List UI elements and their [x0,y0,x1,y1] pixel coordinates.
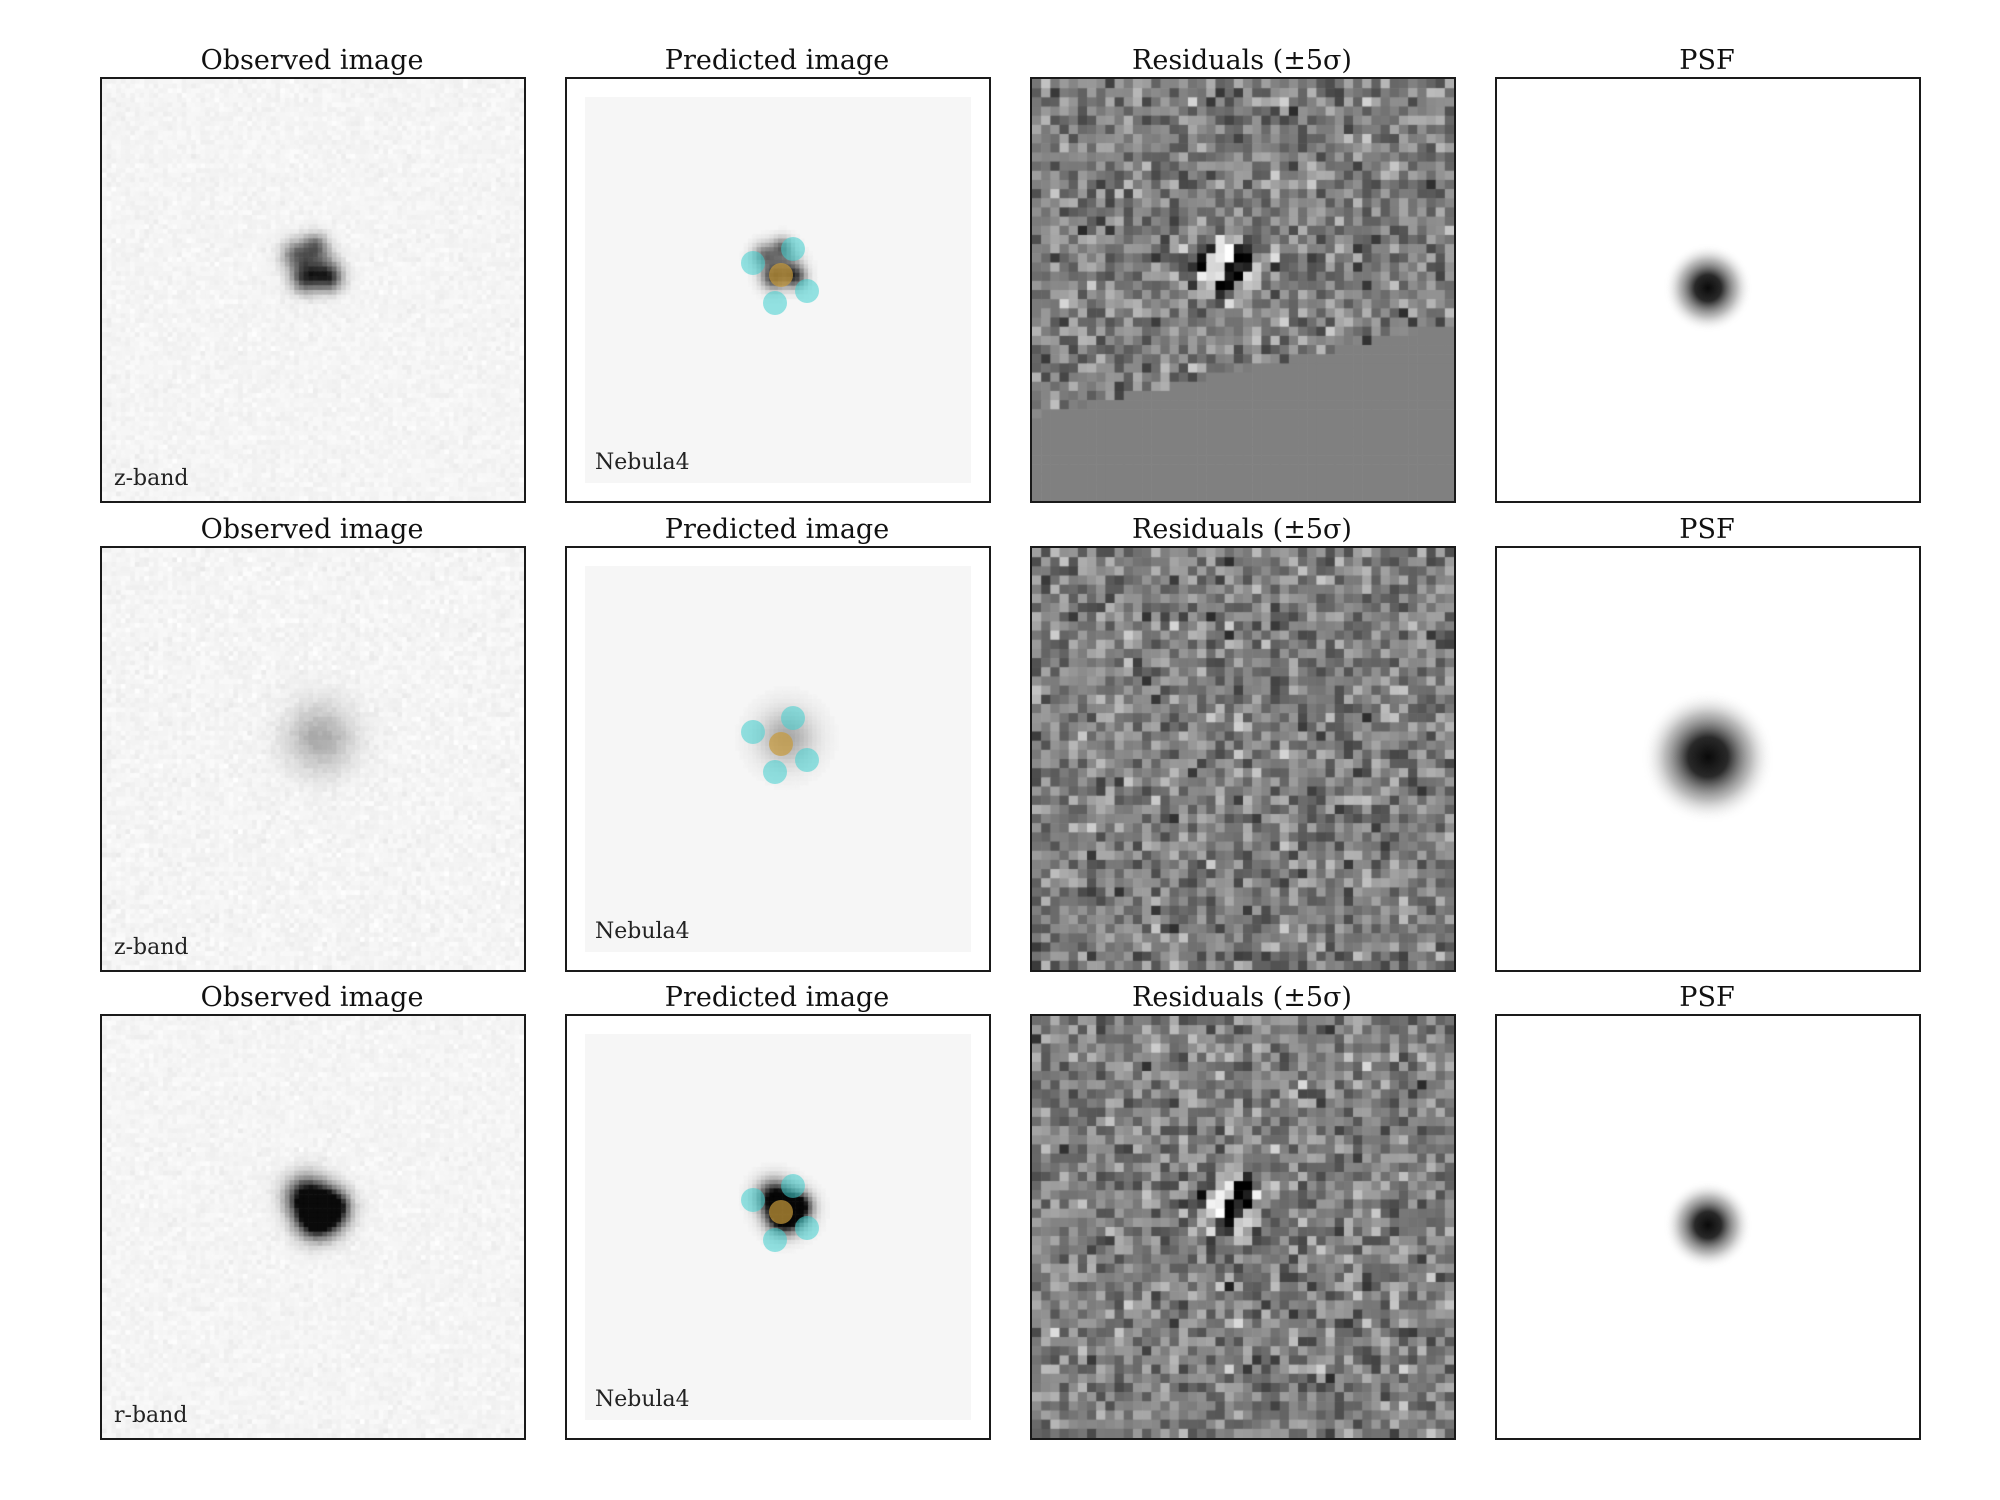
row1-residuals-panel [1030,77,1456,503]
component-marker-4 [763,1228,787,1252]
row2-predicted-image [567,548,989,970]
row3-observed-title: Observed image [200,982,424,1013]
row2-observed-panel: z-band [100,546,526,972]
row1-residuals-title: Residuals (±5σ) [1132,45,1352,76]
component-marker-3 [795,1216,819,1240]
row3-predicted-image [567,1016,989,1438]
center-marker [769,732,793,756]
row3-observed-panel: r-band [100,1014,526,1440]
row3-residuals-image [1032,1016,1454,1438]
row3-psf-image [1497,1016,1919,1438]
row1-predicted-image [567,79,989,501]
center-marker [769,263,793,287]
row2-model-label: Nebula4 [595,919,690,944]
row1-component-markers [741,237,819,315]
row1-psf-title: PSF [1679,45,1735,76]
row2-observed-image [102,548,524,970]
component-marker-3 [795,279,819,303]
row2-residuals-panel [1030,546,1456,972]
row3-residuals-panel [1030,1014,1456,1440]
row1-model-label: Nebula4 [595,450,690,475]
row2-predicted-panel: Nebula4 [565,546,991,972]
center-marker [769,1200,793,1224]
row1-band-label: z-band [114,466,189,491]
row1-predicted-title: Predicted image [664,45,890,76]
row1-observed-title: Observed image [200,45,424,76]
row1-psf-panel [1495,77,1921,503]
row1-observed-image [102,79,524,501]
component-marker-4 [763,760,787,784]
row1-residuals-image [1032,79,1454,501]
row1-psf-image [1497,79,1919,501]
component-marker-2 [781,706,805,730]
row2-band-label: z-band [114,935,189,960]
row2-observed-title: Observed image [200,514,424,545]
row3-psf-panel [1495,1014,1921,1440]
component-marker-4 [763,291,787,315]
component-marker-1 [741,1188,765,1212]
component-marker-2 [781,237,805,261]
row3-predicted-title: Predicted image [664,982,890,1013]
row3-observed-image [102,1016,524,1438]
row2-psf-panel [1495,546,1921,972]
component-marker-1 [741,720,765,744]
row2-residuals-title: Residuals (±5σ) [1132,514,1352,545]
row1-predicted-panel: Nebula4 [565,77,991,503]
row3-psf-title: PSF [1679,982,1735,1013]
row3-band-label: r-band [114,1403,188,1428]
component-marker-3 [795,748,819,772]
row3-predicted-panel: Nebula4 [565,1014,991,1440]
row3-component-markers [741,1174,819,1252]
component-marker-1 [741,251,765,275]
component-marker-2 [781,1174,805,1198]
row3-residuals-title: Residuals (±5σ) [1132,982,1352,1013]
row2-psf-image [1497,548,1919,970]
row3-model-label: Nebula4 [595,1387,690,1412]
row2-psf-title: PSF [1679,514,1735,545]
row1-observed-panel: z-band [100,77,526,503]
row2-residuals-image [1032,548,1454,970]
row2-component-markers [741,706,819,784]
row2-predicted-title: Predicted image [664,514,890,545]
